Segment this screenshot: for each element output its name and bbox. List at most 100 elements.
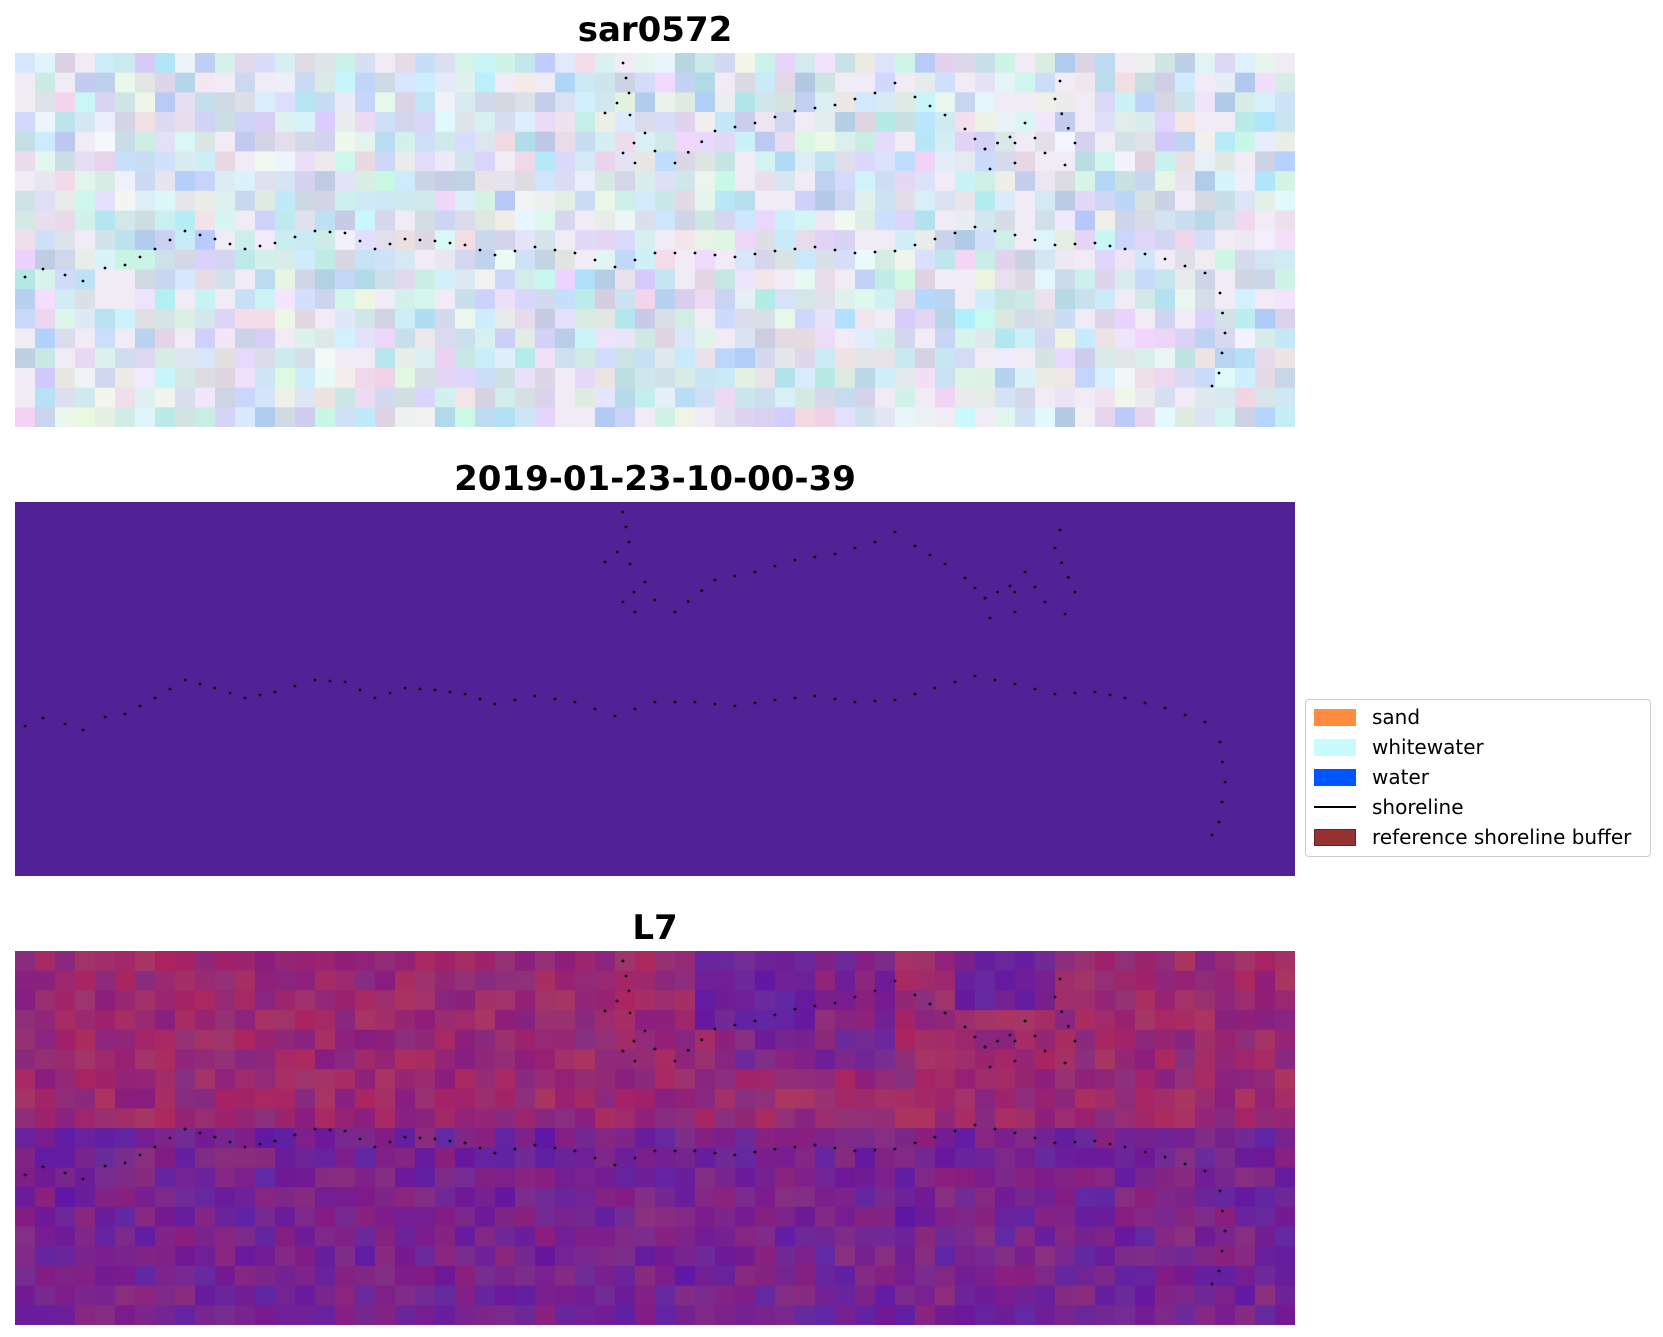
shoreline-point [1073,590,1077,594]
shoreline-point [343,680,347,684]
shoreline-point [833,248,837,252]
shoreline-point [713,129,717,133]
shoreline-point [813,1143,817,1147]
shoreline-point [1210,1282,1214,1286]
shoreline-point [1221,311,1224,315]
shoreline-point [613,714,617,718]
legend-swatch-reference-buffer [1314,828,1356,846]
shoreline-point [943,113,947,117]
shoreline-point [1210,833,1214,837]
shoreline-point [603,111,607,115]
shoreline-point [632,590,636,594]
shoreline-point [373,1145,377,1149]
shoreline-point [343,231,347,235]
shoreline-point [1043,151,1047,155]
shoreline-point [653,598,657,602]
shoreline-point [943,562,947,566]
shoreline-point [913,1141,917,1145]
shoreline-point [1223,780,1227,784]
shoreline-point [403,1135,407,1139]
shoreline-point [993,229,997,233]
shoreline-point [893,81,897,85]
shoreline-point [41,1165,45,1169]
shoreline-point [1053,97,1057,101]
shoreline-point [123,263,127,267]
shoreline-point [81,728,85,732]
shoreline-point [643,131,647,135]
shoreline-point [1013,1059,1017,1063]
shoreline-point [633,161,637,165]
shoreline-point [603,1009,607,1013]
shoreline-point [813,694,817,698]
shoreline-point [23,1173,27,1177]
shoreline-point [913,243,917,247]
shoreline-point [793,247,797,251]
panel-title-classified: 2019-01-23-10-00-39 [454,459,856,499]
shoreline-point [1033,238,1037,242]
shoreline-point [624,974,628,978]
shoreline-point [988,616,992,620]
shoreline-point [1220,800,1224,804]
shoreline-point [733,255,737,259]
shoreline-point [973,225,977,229]
shoreline-point [23,724,27,728]
shoreline-point [1013,1131,1017,1135]
shoreline-point [1033,1136,1037,1140]
shoreline-point [621,510,625,514]
shoreline-point [613,1163,617,1167]
shoreline-point [1066,126,1070,130]
shoreline-points [23,959,1227,1286]
shoreline-point [873,250,877,254]
shoreline-point [653,700,657,704]
shoreline-point [1053,1141,1057,1145]
shoreline-point [463,243,467,247]
shoreline-point [853,546,857,550]
shoreline-point [1060,112,1064,116]
shoreline-point [168,238,172,242]
shoreline-point [493,253,497,257]
shoreline-point [593,1156,597,1160]
shoreline-point [963,1025,967,1029]
shoreline-point [713,578,717,582]
shoreline-point [632,141,636,145]
shoreline-point [983,147,987,151]
shoreline-point [1033,585,1037,589]
shoreline-point [433,1137,437,1141]
shoreline-point [928,104,932,108]
shoreline-point [168,687,172,691]
shoreline-point [183,229,187,233]
shoreline-point [913,544,917,548]
shoreline-point [963,127,967,131]
shoreline-point [1013,590,1017,594]
shoreline-point [686,599,690,603]
shoreline-point [753,252,757,256]
shoreline-point [953,680,957,684]
shoreline-point [103,266,107,270]
shoreline-point [1221,760,1224,764]
shoreline-point [633,610,637,614]
shoreline-point [493,1151,497,1155]
shoreline-point [853,97,857,101]
shoreline-point [243,696,247,700]
shoreline-point [243,1145,247,1149]
shoreline-point [793,109,797,113]
shoreline-point [1053,546,1057,550]
shoreline-point [1217,371,1221,375]
shoreline-point [1210,384,1214,388]
shoreline-point [183,678,187,682]
shoreline-point [613,265,617,269]
shoreline-point [1123,696,1127,700]
shoreline-point [403,237,407,241]
shoreline-point [1008,584,1012,588]
shoreline-point [1073,141,1077,145]
shoreline-points [23,61,1227,388]
shoreline-point [853,995,857,999]
shoreline-point [343,1129,347,1133]
legend-item-sand: sand [1314,702,1420,732]
shoreline-point [1163,1155,1167,1159]
shoreline-point [463,692,467,696]
shoreline-point [833,1146,837,1150]
shoreline-point [733,1153,737,1157]
shoreline-point [513,249,517,253]
rgb-image-panel [15,53,1295,427]
